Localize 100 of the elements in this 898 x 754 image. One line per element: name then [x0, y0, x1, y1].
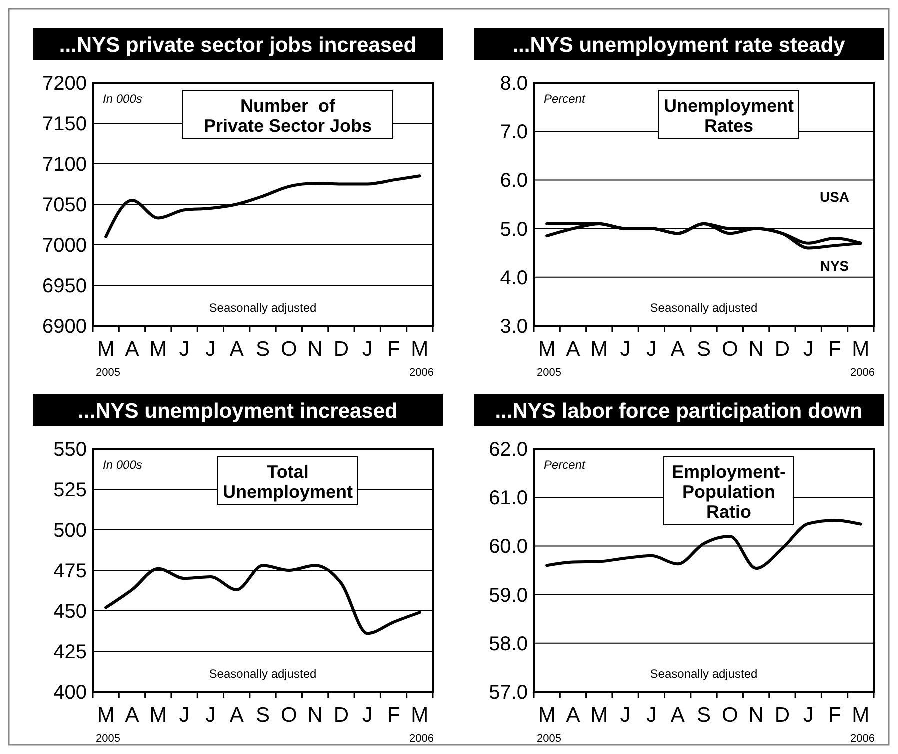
x-tick-label: J [646, 704, 657, 727]
x-tick-label: D [774, 704, 790, 727]
x-tick-label: O [280, 704, 298, 727]
text: 2006 [410, 367, 434, 379]
x-tick-label: M [590, 704, 608, 727]
y-tick-label: 58.0 [489, 633, 528, 656]
y-tick-label: 5.0 [500, 218, 528, 241]
title-box: Unemployment Rates [658, 90, 800, 140]
x-tick-label: S [256, 704, 270, 727]
y-tick-label: 425 [54, 642, 87, 664]
title-box: Total Unemployment [218, 456, 358, 506]
x-tick-label: F [387, 338, 400, 361]
y-axis-title: Percent [544, 458, 586, 472]
x-tick-label: J [803, 704, 814, 727]
x-tick-label: S [696, 338, 712, 361]
y-axis-title: In 000s [103, 458, 142, 472]
y-tick-label: 7.0 [500, 122, 528, 144]
x-tick-label: D [334, 338, 350, 361]
y-tick-label: 8.0 [500, 73, 528, 95]
y-tick-label: 400 [54, 682, 87, 704]
y-tick-label: 62.0 [489, 439, 528, 461]
chart-title: ...NYS unemployment increased [78, 400, 398, 423]
annotation: Seasonally adjusted [209, 667, 317, 681]
chart-title: ...NYS unemployment rate steady [512, 34, 846, 57]
x-tick-label: A [125, 704, 140, 727]
annotation: Seasonally adjusted [209, 301, 317, 315]
y-tick-label: 61.0 [489, 488, 528, 510]
text: USA [820, 188, 850, 205]
x-tick-label: M [150, 338, 168, 361]
y-tick-label: 6950 [42, 276, 87, 298]
x-tick-label: S [696, 704, 712, 727]
x-tick-label: N [308, 338, 323, 361]
y-tick-label: 550 [54, 439, 87, 461]
y-tick-label: 7100 [42, 154, 87, 176]
x-tick-label: N [748, 704, 764, 727]
chart-title: ...NYS private sector jobs increased [59, 34, 417, 57]
x-tick-label: J [362, 338, 373, 361]
y-tick-label: 57.0 [489, 682, 528, 704]
chart-title: ...NYS labor force participation down [495, 400, 863, 423]
x-tick-label: M [150, 704, 168, 727]
x-tick-label: M [852, 338, 870, 361]
x-tick-label: J [179, 704, 190, 727]
x-tick-label: S [256, 338, 270, 361]
annotation: Seasonally adjusted [650, 301, 758, 315]
x-tick-label: J [620, 704, 631, 727]
y-tick-label: 525 [54, 480, 87, 502]
x-tick-label: J [205, 338, 216, 361]
x-tick-label: A [670, 338, 685, 361]
series-label: NYS [820, 258, 850, 274]
x-tick-label: M [411, 338, 429, 361]
x-tick-label: M [538, 338, 556, 361]
y-axis-title: In 000s [103, 92, 142, 106]
x-tick-label: A [230, 704, 244, 727]
x-tick-label: A [566, 338, 580, 361]
y-tick-label: 7150 [42, 114, 87, 136]
x-tick-label: O [722, 338, 738, 361]
x-tick-label: J [803, 338, 814, 361]
x-tick-label: M [411, 704, 429, 727]
x-tick-label: M [97, 704, 115, 727]
x-tick-label: F [828, 704, 842, 727]
x-tick-label: M [538, 704, 556, 727]
text: 2005 [537, 367, 562, 379]
annotation: Seasonally adjusted [650, 667, 758, 681]
x-tick-label: J [646, 338, 657, 361]
text: 2006 [850, 367, 875, 379]
y-tick-label: 3.0 [500, 316, 528, 338]
x-tick-label: A [670, 704, 685, 727]
x-tick-label: N [308, 704, 323, 727]
x-tick-label: J [205, 704, 216, 727]
y-tick-label: 60.0 [489, 536, 528, 558]
x-tick-label: M [97, 338, 115, 361]
x-tick-label: J [362, 704, 373, 727]
y-tick-label: 4.0 [500, 267, 528, 290]
x-tick-label: J [620, 338, 631, 361]
x-tick-label: D [774, 338, 790, 361]
y-tick-label: 6.0 [500, 170, 528, 192]
x-tick-label: A [230, 338, 244, 361]
x-tick-label: O [722, 704, 738, 727]
x-tick-label: F [828, 338, 842, 361]
y-tick-label: 475 [54, 560, 87, 582]
text: 2005 [96, 733, 120, 745]
y-axis-title: Percent [544, 92, 586, 106]
text: 2006 [850, 733, 875, 745]
y-tick-label: 500 [54, 520, 87, 542]
title-box: Number of Private Sector Jobs [182, 90, 394, 140]
title-box: Employment- Population Ratio [664, 456, 794, 526]
x-tick-label: A [125, 338, 140, 361]
text: 2006 [410, 733, 434, 745]
x-tick-label: N [748, 338, 764, 361]
x-tick-label: O [280, 338, 298, 361]
y-tick-label: 7000 [42, 235, 87, 257]
x-tick-label: M [852, 704, 870, 727]
y-tick-label: 7200 [42, 73, 87, 95]
y-tick-label: 6900 [42, 316, 87, 338]
x-tick-label: M [590, 338, 608, 361]
x-tick-label: J [179, 338, 190, 361]
text: 2005 [96, 367, 120, 379]
x-tick-label: F [387, 704, 400, 727]
x-tick-label: D [334, 704, 350, 727]
y-tick-label: 7050 [42, 194, 87, 216]
